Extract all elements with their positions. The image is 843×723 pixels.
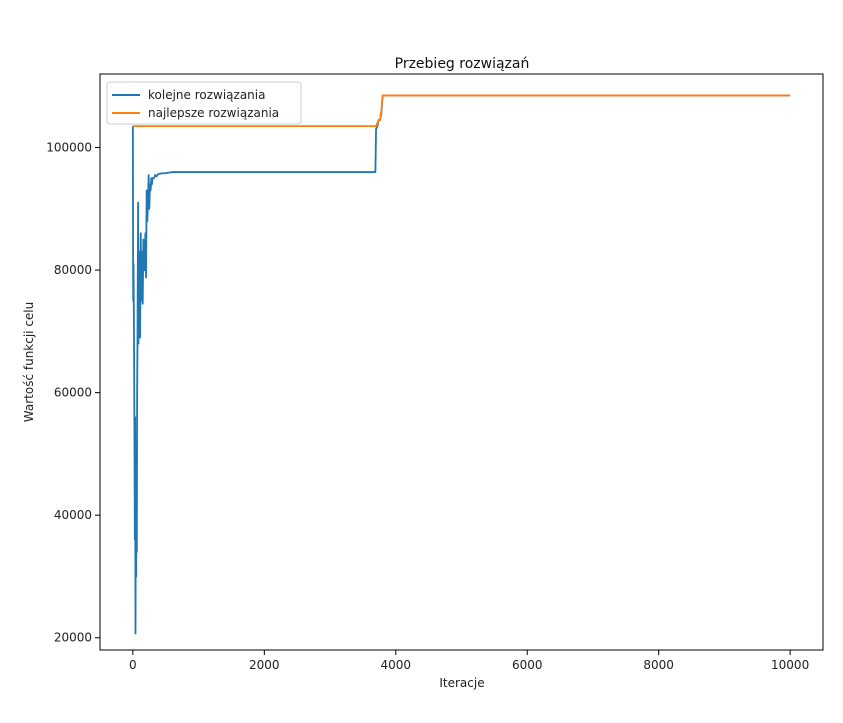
y-tick-label: 20000 [54, 631, 92, 645]
x-axis-label: Iteracje [439, 676, 484, 690]
y-tick-label: 100000 [46, 141, 92, 155]
x-tick-label: 8000 [643, 658, 674, 672]
series-line-2 [132, 94, 791, 127]
plot-area: 0 2000 4000 6000 8000 10000 20000 40000 60000 80… [46, 73, 824, 672]
legend-box [106, 81, 302, 125]
legend: kolejne rozwiązania najlepsze rozwiązani… [106, 81, 302, 125]
series-line-1 [131, 94, 791, 635]
y-tick-label: 40000 [54, 508, 92, 522]
chart-title: Przebieg rozwiązań [395, 56, 530, 72]
legend-label-kolejne: kolejne rozwiązania [148, 88, 265, 102]
y-tick-label: 80000 [54, 263, 92, 277]
x-tick-label: 6000 [512, 658, 543, 672]
x-tick-label: 2000 [249, 658, 280, 672]
x-tick-label: 4000 [380, 658, 411, 672]
legend-label-najlepsze: najlepsze rozwiązania [148, 106, 279, 120]
x-tick-label: 0 [129, 658, 137, 672]
y-axis-label: Wartość funkcji celu [22, 302, 36, 422]
x-axis: 0 2000 4000 6000 8000 10000 [129, 650, 809, 672]
x-tick-label: 10000 [771, 658, 809, 672]
series-layer [131, 94, 791, 635]
y-tick-label: 60000 [54, 386, 92, 400]
y-axis: 20000 40000 60000 80000 100000 [46, 141, 100, 645]
axes-frame [99, 73, 824, 651]
